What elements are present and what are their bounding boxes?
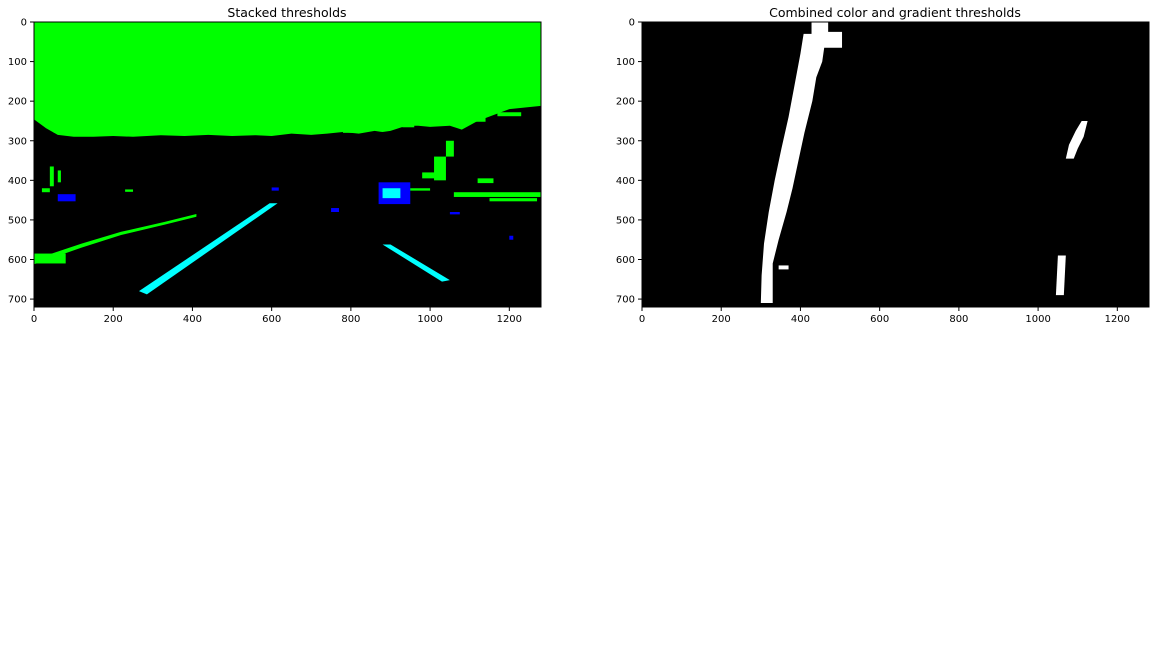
y-tick-label: 300: [616, 136, 635, 147]
x-tick-label: 600: [262, 314, 281, 325]
x-tick-label: 800: [341, 314, 360, 325]
combined-axes-frame: [641, 21, 1150, 308]
x-tick-label: 200: [712, 314, 731, 325]
car-both-thresholds: [382, 188, 401, 199]
x-tick-label: 400: [791, 314, 810, 325]
x-tick-label: 800: [949, 314, 968, 325]
warped-right-lane-upper: [1065, 120, 1088, 159]
left-edge-color-strip: [34, 213, 197, 265]
x-tick-label: 600: [870, 314, 889, 325]
y-tick-label: 100: [8, 57, 27, 68]
combined-y-axis: 0 100 200 300 400 500 600 700: [616, 18, 642, 306]
side-color-patches: [41, 140, 541, 202]
stacked-axes-frame: [33, 21, 542, 308]
y-tick-label: 400: [8, 176, 27, 187]
x-tick-label: 0: [31, 314, 37, 325]
combined-thresholds-title: Combined color and gradient thresholds: [769, 5, 1021, 20]
stacked-thresholds-title: Stacked thresholds: [227, 5, 346, 20]
y-tick-label: 500: [616, 215, 635, 226]
combined-thresholds-image: [642, 22, 1149, 307]
y-tick-label: 200: [616, 97, 635, 108]
combined-x-axis: 0 200 400 600 800 1000 1200: [639, 307, 1130, 325]
y-tick-label: 500: [8, 215, 27, 226]
y-tick-label: 0: [629, 18, 635, 29]
left-shoulder-patch: [34, 253, 66, 264]
y-tick-label: 700: [616, 295, 635, 306]
y-tick-label: 200: [8, 97, 27, 108]
y-tick-label: 300: [8, 136, 27, 147]
left-lane-line: [138, 203, 278, 295]
x-tick-label: 0: [639, 314, 645, 325]
horizon-speckles: [53, 112, 522, 134]
image-background: [642, 22, 1149, 307]
right-lane-line: [382, 244, 450, 282]
x-tick-label: 1000: [1025, 314, 1050, 325]
y-tick-label: 0: [21, 18, 27, 29]
x-tick-label: 1200: [497, 314, 522, 325]
x-tick-label: 1000: [417, 314, 442, 325]
x-tick-label: 200: [104, 314, 123, 325]
warped-left-lane-fragment: [778, 265, 789, 270]
y-tick-label: 700: [8, 295, 27, 306]
y-tick-label: 600: [616, 255, 635, 266]
combined-thresholds-panel: Combined color and gradient thresholds 0…: [616, 5, 1150, 325]
sky-color-threshold: [34, 22, 541, 137]
x-tick-label: 1200: [1105, 314, 1130, 325]
stacked-y-axis: 0 100 200 300 400 500 600 700: [8, 18, 34, 306]
y-tick-label: 600: [8, 255, 27, 266]
stacked-thresholds-panel: Stacked thresholds: [8, 5, 542, 325]
stacked-thresholds-image: [34, 22, 541, 307]
warped-left-lane: [760, 22, 843, 304]
stacked-x-axis: 0 200 400 600 800 1000 1200: [31, 307, 522, 325]
warped-right-lane-lower: [1055, 255, 1066, 296]
x-tick-label: 400: [183, 314, 202, 325]
y-tick-label: 400: [616, 176, 635, 187]
y-tick-label: 100: [616, 57, 635, 68]
